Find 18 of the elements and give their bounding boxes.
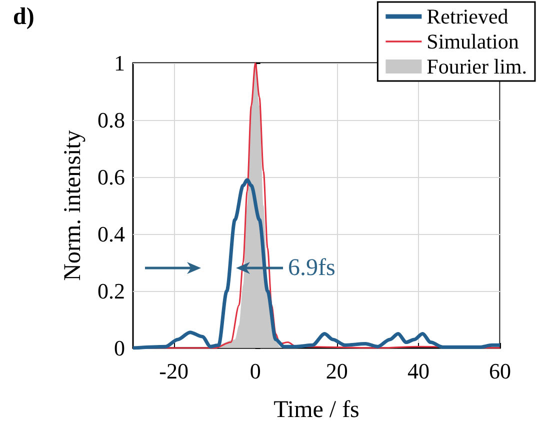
- y-tick-label: 1: [114, 50, 125, 76]
- legend-label: Retrieved: [426, 4, 509, 28]
- x-tick-label: -20: [159, 358, 188, 384]
- x-axis-title: Time / fs: [274, 397, 360, 423]
- x-tick-label: 40: [407, 358, 430, 384]
- legend-label: Simulation: [426, 30, 520, 54]
- annotation: 6.9fs: [288, 254, 336, 284]
- y-tick-label: 0.8: [98, 108, 125, 132]
- chart-title: d): [13, 4, 34, 30]
- x-tick-label: 60: [489, 358, 511, 384]
- y-tick-label: 0.2: [98, 278, 125, 304]
- y-tick-label: 0: [114, 336, 125, 360]
- y-axis-title: Norm. intensity: [60, 130, 86, 281]
- legend-label: Fourier lim.: [426, 54, 528, 78]
- x-tick-label: 20: [326, 358, 348, 384]
- y-tick-label: 0.4: [98, 222, 125, 246]
- y-tick-label: 0.6: [98, 164, 125, 190]
- x-tick-label: 0: [250, 358, 261, 384]
